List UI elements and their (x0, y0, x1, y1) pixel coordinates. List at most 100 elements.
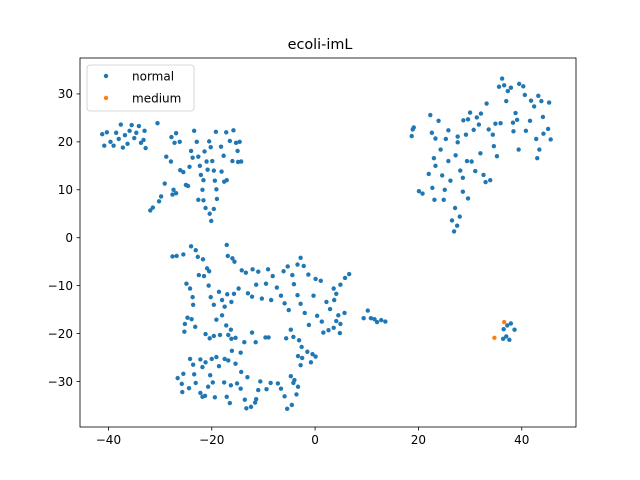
point-normal (290, 272, 295, 278)
point-normal (208, 144, 213, 150)
point-normal (253, 282, 259, 287)
point-normal (193, 380, 198, 386)
point-normal (233, 335, 238, 341)
point-normal (282, 301, 287, 306)
point-normal (211, 302, 217, 307)
point-normal (198, 390, 203, 396)
point-normal (219, 169, 224, 174)
point-normal (222, 356, 227, 362)
point-normal (184, 281, 189, 286)
point-normal (336, 313, 341, 318)
point-normal (453, 153, 458, 158)
point-normal (129, 122, 134, 128)
point-normal (458, 168, 463, 173)
point-normal (189, 316, 194, 322)
legend-marker-medium (103, 95, 109, 101)
point-normal (436, 118, 441, 123)
point-normal (173, 190, 179, 196)
point-normal (108, 139, 113, 145)
point-normal (265, 267, 271, 272)
point-normal (219, 297, 225, 303)
point-normal (278, 293, 284, 298)
x-tick-label: 20 (411, 433, 426, 447)
point-normal (134, 130, 139, 135)
point-normal (292, 377, 297, 383)
point-normal (164, 154, 169, 159)
point-normal (250, 267, 255, 272)
point-normal (428, 112, 433, 118)
point-normal (313, 354, 318, 359)
point-normal (448, 178, 453, 183)
point-normal (282, 394, 287, 399)
point-normal (142, 128, 147, 134)
point-normal (332, 297, 337, 303)
point-normal (270, 273, 275, 279)
point-normal (188, 148, 194, 154)
point-normal (505, 88, 510, 94)
point-normal (298, 362, 303, 368)
point-normal (321, 330, 326, 335)
point-normal (249, 294, 255, 299)
point-normal (266, 335, 271, 340)
point-normal (438, 147, 443, 152)
point-normal (191, 372, 197, 377)
point-normal (476, 122, 482, 127)
point-normal (546, 100, 552, 105)
point-normal (504, 334, 509, 339)
point-normal (478, 151, 483, 156)
point-normal (540, 114, 546, 120)
point-normal (523, 128, 529, 134)
point-normal (234, 381, 240, 386)
point-normal (200, 187, 205, 192)
point-normal (295, 384, 301, 389)
point-normal (263, 335, 268, 340)
point-normal (185, 183, 191, 189)
point-normal (511, 129, 516, 134)
point-normal (252, 400, 258, 405)
point-normal (496, 84, 502, 89)
legend-label-normal: normal (132, 70, 174, 84)
point-normal (221, 380, 227, 385)
point-normal (319, 319, 324, 324)
point-normal (116, 136, 121, 142)
point-normal (242, 397, 248, 402)
point-normal (216, 289, 222, 295)
point-normal (211, 333, 217, 339)
series-medium (492, 319, 507, 341)
point-normal (493, 121, 498, 126)
point-normal (219, 313, 225, 318)
point-normal (171, 187, 176, 192)
point-normal (274, 285, 280, 290)
point-normal (224, 242, 229, 248)
point-normal (193, 247, 198, 253)
point-normal (236, 286, 241, 291)
point-normal (420, 191, 425, 196)
point-normal (200, 257, 206, 262)
point-normal (212, 178, 218, 183)
point-normal (281, 269, 286, 274)
point-normal (104, 130, 110, 135)
point-normal (209, 356, 214, 362)
point-normal (500, 336, 506, 342)
point-normal (288, 374, 293, 379)
point-normal (232, 259, 237, 264)
point-normal (187, 286, 193, 291)
legend-marker-normal (103, 73, 109, 79)
y-tick-label: −20 (48, 327, 73, 341)
point-normal (188, 244, 194, 249)
point-normal (181, 169, 186, 175)
point-normal (541, 131, 546, 136)
point-medium (492, 335, 497, 341)
point-normal (229, 299, 234, 305)
x-tick-label: −40 (96, 433, 121, 447)
point-normal (499, 76, 505, 81)
point-normal (374, 319, 380, 325)
point-normal (214, 354, 219, 360)
point-normal (143, 145, 148, 151)
point-normal (182, 321, 188, 327)
point-normal (197, 163, 203, 169)
point-normal (295, 262, 300, 267)
point-normal (275, 381, 281, 386)
point-normal (227, 400, 233, 406)
point-normal (268, 380, 273, 386)
